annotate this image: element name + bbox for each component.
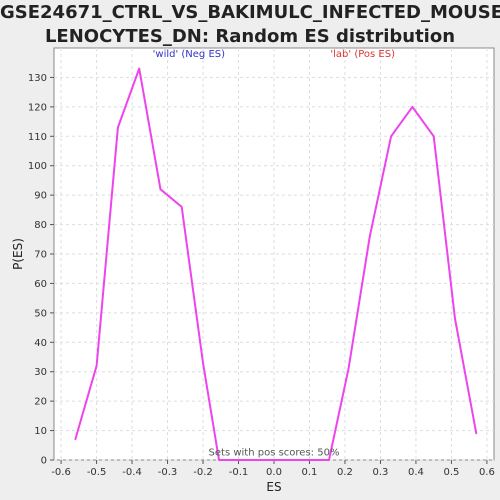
annotations: 'wild' (Neg ES) 'lab' (Pos ES) Sets with p… <box>153 49 395 459</box>
x-tick-label: 0.2 <box>337 467 353 478</box>
axes: -0.6 -0.5 -0.4 -0.3 -0.2 -0.1 0.0 0.1 0.2 0.3 0.4 0… <box>28 73 495 478</box>
x-axis-label: ES <box>266 480 281 494</box>
data-point <box>328 459 330 461</box>
x-tick-label: 0.0 <box>266 467 282 478</box>
data-point <box>117 126 119 129</box>
data-point <box>95 365 98 367</box>
y-tick-label: 70 <box>34 250 47 261</box>
y-tick-label: 50 <box>34 308 47 319</box>
y-tick-label: 130 <box>28 73 47 84</box>
y-tick-label: 90 <box>34 191 47 202</box>
y-tick-label: 30 <box>34 367 47 378</box>
data-point <box>454 317 456 320</box>
data-point <box>390 135 392 138</box>
grid <box>54 48 494 461</box>
y-tick-label: 100 <box>28 161 47 172</box>
data-point <box>159 188 162 191</box>
series-line <box>74 67 478 461</box>
x-tick-label: -0.1 <box>229 467 249 478</box>
pos-scores-annotation: Sets with pos scores: 50% <box>209 448 340 459</box>
data-point <box>202 362 204 364</box>
y-tick-label: 60 <box>34 279 47 290</box>
data-point <box>74 438 77 441</box>
chart-title-line-1: GSE24671_CTRL_VS_BAKIMULC_INFECTED_MOUSE… <box>0 2 500 23</box>
x-tick-label: 0.3 <box>372 467 388 478</box>
y-tick-label: 120 <box>28 102 47 113</box>
x-tick-label: -0.3 <box>158 467 178 478</box>
data-point <box>218 459 220 461</box>
data-point <box>180 206 183 208</box>
y-tick-label: 20 <box>34 397 47 408</box>
lab-pos-es-label: 'lab' (Pos ES) <box>330 49 395 60</box>
x-tick-label: -0.5 <box>87 467 107 478</box>
data-point <box>475 432 478 435</box>
x-tick-label: -0.2 <box>193 467 213 478</box>
chart-title: GSE24671_CTRL_VS_BAKIMULC_INFECTED_MOUSE… <box>0 1 500 49</box>
wild-neg-es-label: 'wild' (Neg ES) <box>153 49 225 60</box>
y-tick-label: 10 <box>34 426 47 437</box>
y-tick-label: 80 <box>34 220 47 231</box>
y-tick-label: 0 <box>41 456 47 467</box>
y-axis-label: P(ES) <box>11 238 25 270</box>
y-tick-label: 110 <box>28 132 47 143</box>
data-point <box>411 106 414 108</box>
x-tick-label: 0.1 <box>302 467 318 478</box>
y-tick-label: 40 <box>34 338 47 349</box>
series-layer <box>74 67 478 461</box>
x-tick-label: 0.4 <box>408 467 424 478</box>
x-tick-label: 0.5 <box>443 467 459 478</box>
x-tick-label: -0.6 <box>51 467 71 478</box>
data-point <box>138 67 140 70</box>
chart-title-line-2: LENOCYTES_DN: Random ES distribution <box>44 26 456 47</box>
x-tick-label: 0.6 <box>479 467 495 478</box>
data-point <box>347 367 350 370</box>
x-tick-label: -0.4 <box>122 467 142 478</box>
data-point <box>369 235 371 238</box>
data-point <box>432 135 435 138</box>
